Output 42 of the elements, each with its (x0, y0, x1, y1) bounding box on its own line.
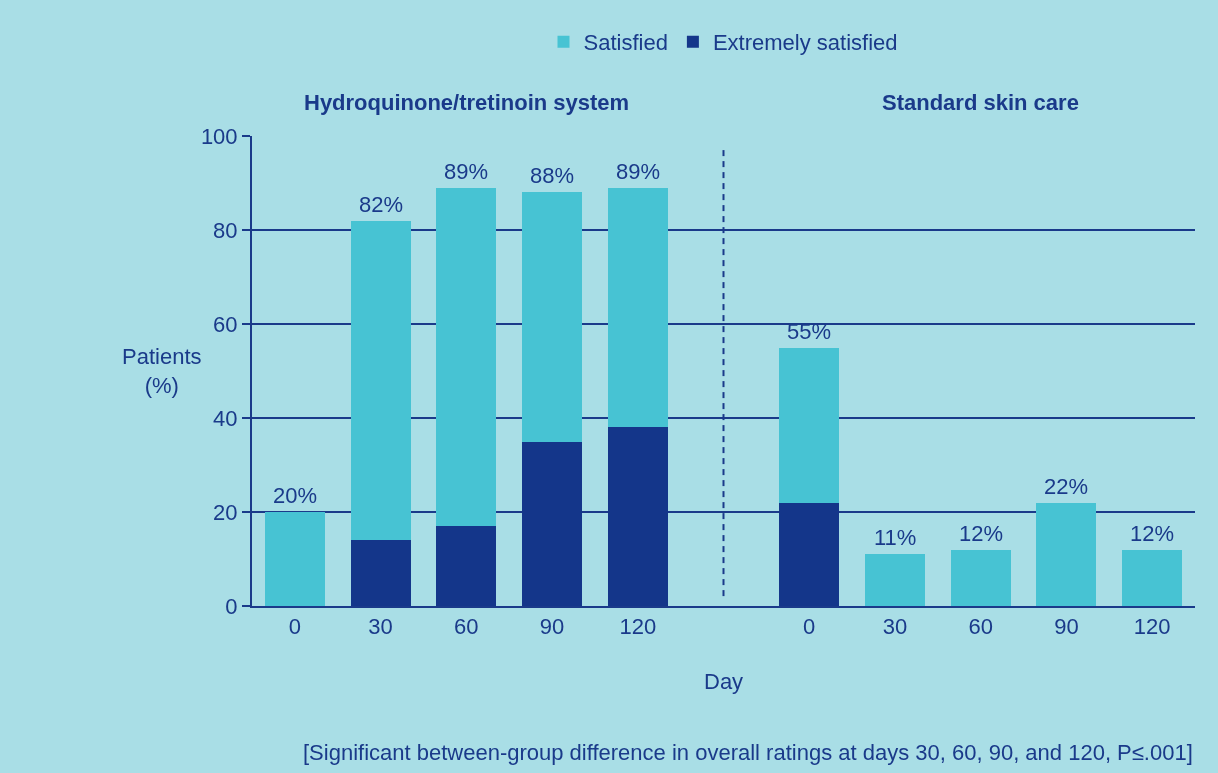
text: Standard skin care (882, 90, 1079, 115)
text: Hydroquinone/tretinoin system (304, 90, 630, 115)
x-tick-label: 90 (539, 614, 565, 640)
bar (950, 549, 1011, 606)
x-tick-label: 120 (619, 614, 657, 640)
total-label: 12% (959, 521, 1004, 546)
x-tick-label: 60 (454, 614, 479, 640)
y-tick-label: 80 (213, 217, 238, 243)
x-tick-label: 0 (288, 614, 301, 640)
x-tick-label: 90 (1054, 614, 1079, 640)
bar (264, 512, 325, 606)
bar (1036, 502, 1097, 606)
y-tick-label: 40 (213, 405, 238, 431)
bar (436, 187, 497, 527)
bar (607, 187, 668, 428)
x-tick-label: 0 (803, 614, 816, 640)
bar (779, 347, 840, 503)
total-label: 89% (444, 159, 489, 184)
x-tick-label: 30 (368, 614, 393, 640)
total-label: 89% (616, 159, 661, 184)
legend-label: Extremely satisfied (712, 30, 898, 56)
total-label: 82% (359, 192, 404, 217)
bar (1122, 549, 1183, 606)
legend-label: Satisfied (583, 30, 668, 56)
total-label: 88% (530, 163, 575, 188)
total-label: 11% (874, 525, 917, 550)
total-label: 12% (1130, 521, 1175, 546)
y-tick-label: 0 (225, 593, 238, 619)
y-axis-title: Patients (%) (122, 344, 202, 398)
bar (864, 554, 925, 606)
y-tick-label: 100 (200, 123, 238, 149)
bar (522, 192, 583, 442)
x-tick-label: 30 (882, 614, 908, 640)
y-tick-label: 60 (213, 311, 238, 337)
y-tick-label: 20 (213, 499, 238, 525)
text: [Significant between-group difference in overall ratings at days 30, 60, 90, and 120, P≤.001] (303, 740, 1193, 765)
total-label: 22% (1044, 474, 1089, 499)
bar (350, 220, 411, 541)
x-tick-label: 60 (968, 614, 993, 640)
x-tick-label: 120 (1133, 614, 1171, 640)
x-axis-title: Day (704, 669, 744, 694)
total-label: 20% (273, 483, 318, 508)
